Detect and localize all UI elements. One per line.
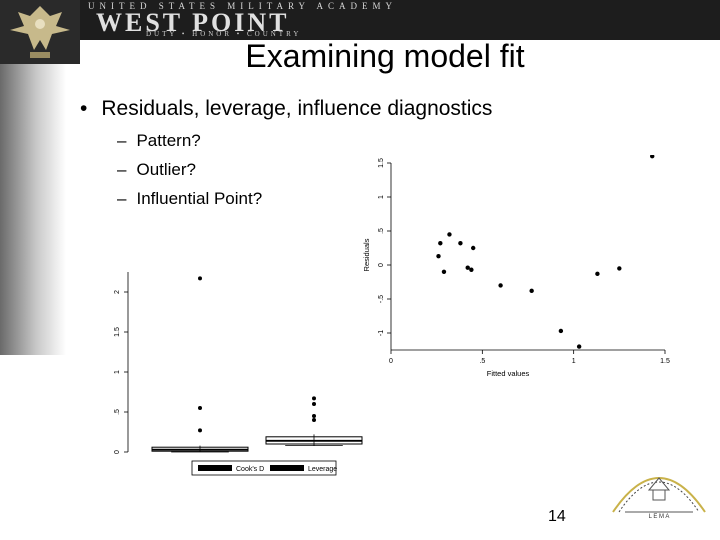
scatter-point (529, 288, 534, 294)
sub-bullet-pattern: – Pattern? (117, 131, 201, 151)
chart-legend: Cook's D Leverage (191, 460, 337, 476)
x-axis-label: Fitted values (487, 369, 530, 378)
scatter-point (498, 283, 503, 288)
scatter-point (438, 241, 443, 246)
sub-bullet-text: Influential Point? (136, 189, 263, 208)
legend-swatch (270, 465, 304, 471)
y-tick-label: 0 (378, 263, 385, 267)
dash-icon: – (117, 131, 127, 150)
x-tick-label: 0 (389, 358, 393, 365)
scatter-point (469, 267, 474, 272)
legend-frame (191, 460, 337, 476)
banner-motto-text: DUTY • HONOR • COUNTRY (146, 30, 302, 38)
box-outlier (312, 418, 316, 422)
scatter-point (617, 266, 622, 271)
y-tick-label: .5 (114, 409, 121, 415)
y-tick-label: 1 (378, 195, 385, 199)
box-leverage (265, 396, 363, 447)
header-banner: UNITED STATES MILITARY ACADEMY WEST POIN… (0, 0, 720, 40)
legend-label: Leverage (308, 466, 337, 473)
scatter-point (576, 344, 582, 349)
slide-title: Examining model fit (245, 38, 525, 74)
x-tick-label: .5 (479, 358, 485, 365)
x-tick-label: 1 (572, 358, 576, 365)
scatter-point (436, 253, 441, 259)
y-tick-label: 1.5 (114, 327, 121, 337)
banner-logo-text: WEST POINT (96, 8, 290, 37)
academy-seal-icon: L E M A (612, 477, 706, 520)
legend-label: Cook's D (236, 466, 264, 473)
scatter-point (447, 232, 452, 237)
sub-bullet-text: Pattern? (136, 131, 201, 150)
dash-icon: – (117, 189, 127, 208)
box-outlier (198, 276, 202, 281)
x-tick-label: 1.5 (660, 358, 670, 365)
scatter-point (465, 265, 470, 270)
scatter-point (595, 271, 600, 277)
y-tick-label: 0 (114, 450, 121, 454)
y-tick-label: -.5 (378, 295, 385, 303)
sub-bullet-influential: – Influential Point? (117, 189, 262, 209)
seal-text: L E M A (649, 514, 670, 520)
scatter-point (558, 328, 564, 334)
box-outlier (312, 402, 316, 406)
box-outlier (312, 414, 316, 418)
main-bullet: • Residuals, leverage, influence diagnost… (80, 97, 492, 121)
side-gradient (0, 40, 66, 355)
y-tick-label: 1.5 (378, 158, 385, 168)
main-bullet-text: Residuals, leverage, influence diagnosti… (101, 97, 493, 120)
page-number: 14 (548, 508, 566, 525)
y-tick-label: .5 (378, 228, 385, 234)
scatter-point (471, 245, 476, 251)
box-cook-s-d (151, 276, 249, 453)
box-outlier (198, 406, 202, 410)
y-tick-label: 1 (114, 370, 121, 374)
scatter-point (458, 241, 463, 246)
y-tick-label: 2 (114, 290, 121, 294)
bullet-dot-icon: • (80, 97, 88, 120)
y-tick-label: -1 (378, 330, 385, 336)
scatter-point (441, 269, 447, 274)
sub-bullet-outlier: – Outlier? (117, 160, 196, 180)
legend-swatch (198, 465, 232, 471)
dash-icon: – (117, 160, 127, 179)
scatter-point (650, 155, 655, 159)
banner-academy-text: UNITED STATES MILITARY ACADEMY (88, 1, 397, 11)
sub-bullet-text: Outlier? (136, 160, 196, 179)
y-axis-label: Residuals (362, 238, 371, 271)
box-outlier (312, 396, 316, 401)
box-outlier (198, 428, 202, 433)
diagnostics-box-plot: 0 .5 1 1.5 2 Cook's D Leverage (114, 272, 363, 476)
eagle-crest-icon (0, 0, 80, 64)
